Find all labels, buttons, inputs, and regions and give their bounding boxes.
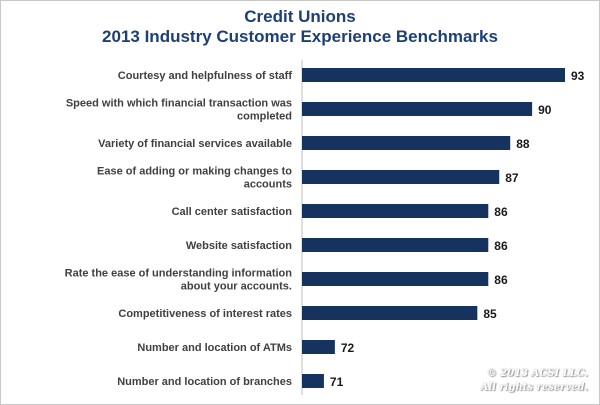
value-label: 88 [516,137,530,151]
value-label: 86 [494,273,508,287]
bar [302,272,489,286]
category-label: Ease of adding or making changes to accou… [97,166,292,191]
category-label: Call center satisfaction [172,206,293,218]
bar [302,306,478,320]
value-label: 72 [341,341,355,355]
category-label: Speed with which financial transaction w… [66,98,292,123]
bar [302,238,489,252]
chart-title: Credit Unions [244,7,356,26]
category-label: Website satisfaction [186,240,292,252]
value-label: 87 [505,171,519,185]
value-label: 93 [571,69,585,83]
category-label: Courtesy and helpfulness of staff [118,70,293,82]
bar [302,136,511,150]
copyright-watermark: © 2013 ACSI LLC. All rights reserved. [481,367,588,395]
bar [302,102,533,116]
copyright-line: © 2013 ACSI LLC. [486,368,588,379]
value-label: 85 [483,307,497,321]
value-label: 86 [494,205,508,219]
value-label: 90 [538,103,552,117]
category-label: Number and location of branches [117,376,292,388]
category-label: Competitiveness of interest rates [118,308,292,320]
bar [302,374,324,388]
bar [302,340,335,354]
category-label: Number and location of ATMs [137,342,292,354]
bar [302,170,500,184]
value-label: 86 [494,239,508,253]
value-label: 71 [330,375,344,389]
category-label: Variety of financial services available [98,138,292,150]
bar [302,68,565,82]
bar [302,204,489,218]
rights-line: All rights reserved. [480,382,588,393]
category-label: Rate the ease of understanding informati… [65,268,293,293]
chart-subtitle: 2013 Industry Customer Experience Benchm… [102,27,498,46]
